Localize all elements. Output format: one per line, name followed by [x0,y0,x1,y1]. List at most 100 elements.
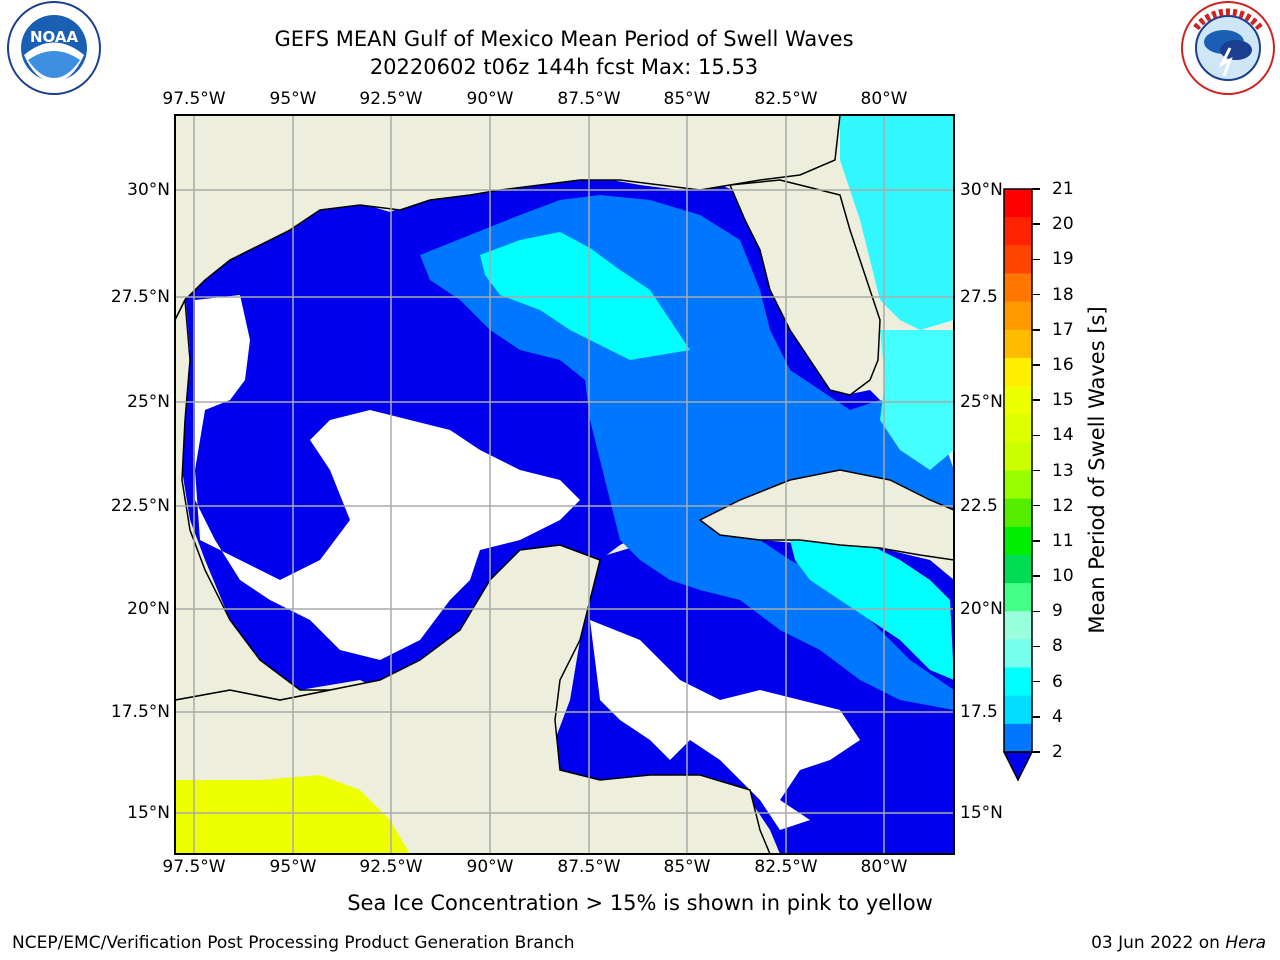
colorbar-tick-label: 18 [1052,284,1074,305]
colorbar-tick-mark [1032,223,1040,225]
colorbar-segment [1004,526,1032,556]
noaa-logo-text: NOAA [30,28,79,46]
colorbar-tick-label: 16 [1052,354,1074,375]
footer-right: 03 Jun 2022 on Hera [1091,933,1266,953]
lat-label-left: 30°N [127,180,170,200]
lon-label-top: 80°W [860,89,908,109]
lon-label-top: 97.5°W [162,89,226,109]
lat-label-left: 27.5°N [110,287,170,307]
colorbar-tick-mark [1032,680,1040,683]
colorbar-segment [1004,639,1032,669]
lat-label-left: 17.5°N [110,702,170,722]
nodata-patch-yucatan [590,620,860,830]
colorbar-tick-label: 20 [1052,214,1074,235]
colorbar-tick-mark [1032,469,1040,472]
lat-label-right: 17.5 [960,702,998,722]
colorbar-segment [1004,329,1032,359]
mexico-land [175,297,331,701]
colorbar-tick-label: 6 [1052,671,1063,692]
chart-title: GEFS MEAN Gulf of Mexico Mean Period of … [274,27,854,51]
colorbar [1002,188,1034,782]
colorbar-tick-mark [1032,188,1040,190]
colorbar-tick-mark [1032,575,1040,577]
colorbar-segment [1004,273,1032,303]
colorbar-tick-label: 2 [1052,742,1063,762]
colorbar-tick-mark [1032,540,1040,542]
colorbar-tick-label: 9 [1052,601,1063,622]
colorbar-segment [1004,554,1032,584]
colorbar-tick-mark [1032,434,1040,437]
colorbar-tick-mark [1032,645,1040,648]
lon-label-top: 82.5°W [754,89,818,109]
lon-label-bottom: 82.5°W [754,857,818,877]
lat-label-right: 22.5 [960,496,998,516]
lon-label-bottom: 90°W [466,857,514,877]
colorbar-tick-mark [1032,329,1040,331]
colorbar-segment [1004,386,1032,415]
footer-host: Hera [1225,933,1266,953]
colorbar-tick-mark [1032,399,1040,401]
sea-ice-note: Sea Ice Concentration > 15% is shown in … [347,891,933,915]
colorbar-tick-mark [1032,293,1040,296]
colorbar-label: Mean Period of Swell Waves [s] [1085,306,1109,634]
noaa-logo: NOAA [2,0,106,100]
colorbar-segment [1004,189,1032,218]
cuba-land [698,469,954,561]
colorbar-segment [1004,442,1032,471]
atlantic-cyan-lower [880,330,954,470]
lon-label-top: 95°W [269,89,317,109]
lat-label-right: 30°N [960,180,1003,200]
lon-label-top: 90°W [466,89,514,109]
atlantic-cyan [840,115,954,330]
colorbar-tick-mark [1032,716,1040,718]
colorbar-segment [1004,611,1032,640]
colorbar-segment [1004,301,1032,331]
colorbar-tick-mark [1032,364,1040,366]
nodata-patch-west [195,295,580,660]
colorbar-tick-mark [1032,751,1040,753]
caribbean-cyan [790,530,954,680]
colorbar-tick-label: 14 [1052,425,1074,446]
colorbar-tick-label: 17 [1052,319,1074,340]
lon-label-top: 92.5°W [359,89,423,109]
colorbar-tick-label: 11 [1052,530,1074,551]
colorbar-tick-label: 13 [1052,460,1074,481]
nws-logo [1176,0,1280,100]
colorbar-tick-label: 4 [1052,706,1063,727]
colorbar-segment [1004,470,1032,500]
colorbar-tick-label: 8 [1052,636,1063,657]
colorbar-tick-label: 21 [1052,179,1074,199]
lon-label-bottom: 95°W [269,857,317,877]
lat-label-right: 20°N [960,599,1003,619]
colorbar-segment [1004,414,1032,443]
footer-left: NCEP/EMC/Verification Post Processing Pr… [12,933,575,953]
lon-label-top: 85°W [663,89,711,109]
lat-label-right: 27.5 [960,287,998,307]
colorbar-tick-label: 19 [1052,249,1074,270]
lat-label-right: 25°N [960,392,1003,412]
colorbar-tick-mark [1032,504,1040,507]
lat-label-left: 15°N [127,803,170,823]
footer-date: 03 Jun 2022 on [1091,933,1226,953]
map-frame [174,114,955,855]
colorbar-segment [1004,583,1032,612]
lat-label-left: 22.5°N [110,496,170,516]
map-layers [175,115,954,854]
lon-label-bottom: 97.5°W [162,857,226,877]
lat-label-right: 15°N [960,803,1003,823]
chart-subtitle: 20220602 t06z 144h fcst Max: 15.53 [369,55,759,79]
colorbar-tick-label: 15 [1052,390,1074,411]
colorbar-segment [1004,667,1032,697]
colorbar-tick-mark [1032,610,1040,612]
colorbar-segment [1004,498,1032,528]
colorbar-segment [1004,245,1032,274]
lon-label-bottom: 85°W [663,857,711,877]
lon-label-bottom: 92.5°W [359,857,423,877]
gridlines [175,115,954,854]
colorbar-segment [1004,723,1032,753]
colorbar-segment [1004,217,1032,246]
us-gulf-coast-land [175,115,841,321]
colorbar-tick-mark [1032,258,1040,261]
lat-label-left: 25°N [127,392,170,412]
